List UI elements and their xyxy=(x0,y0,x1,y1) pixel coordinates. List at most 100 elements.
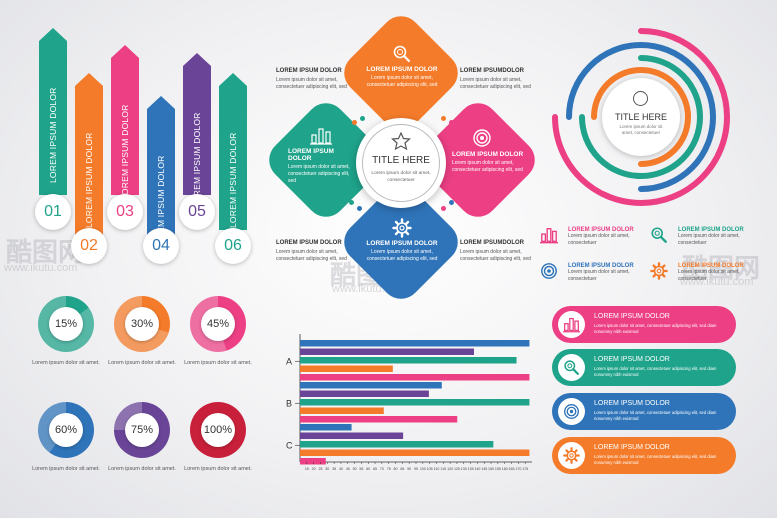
petal-top-content: LOREM IPSUM DOLOR Lorem ipsum dolor sit … xyxy=(362,44,442,89)
x-tick-label: 175 xyxy=(522,467,528,471)
bar-B-3 xyxy=(300,399,530,406)
legend-title: LOREM IPSUM DOLOR xyxy=(568,227,634,233)
x-tick-label: 160 xyxy=(502,467,508,471)
percent-caption: Lorem ipsum dolor sit amet. xyxy=(32,466,100,472)
arrow-bar-label: LOREM IPSUM DOLOR xyxy=(228,133,238,229)
petal-right-text: Lorem ipsum dolor sit amet, consectetuer… xyxy=(452,160,523,173)
pill-icon-badge xyxy=(558,442,585,469)
arrow-bar-label: LOREM IPSUM DOLOR xyxy=(156,156,166,252)
arrow-bar-05 xyxy=(183,53,211,195)
bar-chart-icon xyxy=(563,317,580,333)
step-number-03: 03 xyxy=(107,194,143,230)
percent-caption: Lorem ipsum dolor sit amet. xyxy=(108,360,176,366)
side-text-body: Lorem ipsum dolor sit amet, consectetuer… xyxy=(460,77,531,90)
petal-top-text: Lorem ipsum dolor sit amet, consectetuer… xyxy=(366,75,438,88)
pill-title: LOREM IPSUM DOLOR xyxy=(594,444,670,451)
target-icon xyxy=(564,404,579,419)
bar-C-2 xyxy=(300,432,404,439)
arc-green xyxy=(579,55,703,179)
gear-icon xyxy=(392,218,412,238)
bar-A-2 xyxy=(300,348,474,355)
side-text-title: LOREM IPSUM DOLOR xyxy=(276,240,342,246)
pill-text: Lorem ipsum dolor sit amet, consectetuer… xyxy=(594,366,717,377)
arrow-bar-label: LOREM IPSUM DOLOR xyxy=(84,133,94,229)
step-number-02: 02 xyxy=(71,228,107,264)
side-text-top-right: LOREM IPSUMDOLOR Lorem ipsum dolor sit a… xyxy=(460,68,540,91)
x-tick-label: 170 xyxy=(515,467,521,471)
percent-ring: 100% xyxy=(190,402,246,458)
petal-top-title: LOREM IPSUM DOLOR xyxy=(366,66,438,73)
side-text-body: Lorem ipsum dolor sit amet, consectetuer… xyxy=(276,77,347,90)
connector-dot xyxy=(449,200,454,205)
x-tick-label: 40 xyxy=(339,467,343,471)
x-tick-label: 65 xyxy=(373,467,377,471)
magnifier-icon xyxy=(564,360,579,375)
x-tick-label: 50 xyxy=(353,467,357,471)
step-number-04: 04 xyxy=(143,228,179,264)
x-tick-label: 75 xyxy=(387,467,391,471)
arrow-bar-label: LOREM IPSUM DOLOR xyxy=(48,88,58,184)
step-number-05: 05 xyxy=(179,194,215,230)
magnifier-icon xyxy=(651,227,667,243)
legend-title: LOREM IPSUM DOLOR xyxy=(568,263,634,269)
x-tick-label: 150 xyxy=(488,467,494,471)
petal-center-text: Lorem ipsum dolor sit amet, consectetuer xyxy=(371,171,431,183)
x-tick-label: 90 xyxy=(407,467,411,471)
side-text-bottom-left: LOREM IPSUM DOLOR Lorem ipsum dolor sit … xyxy=(276,240,356,263)
connector-dot xyxy=(360,116,365,121)
step-number-06: 06 xyxy=(215,228,251,264)
percent-label: 100% xyxy=(201,413,235,447)
side-text-bottom-right: LOREM IPSUMDOLOR Lorem ipsum dolor sit a… xyxy=(460,240,540,263)
category-label: A xyxy=(286,356,292,366)
connector-dot xyxy=(349,200,354,205)
x-tick-label: 100 xyxy=(420,467,426,471)
category-label: C xyxy=(286,440,293,450)
petal-bottom-content: LOREM IPSUM DOLOR Lorem ipsum dolor sit … xyxy=(362,218,442,263)
arrow-bar-label: LOREM IPSUM DOLOR xyxy=(192,113,202,209)
arrow-bar-03 xyxy=(111,45,139,195)
petal-right-content: LOREM IPSUM DOLOR Lorem ipsum dolor sit … xyxy=(452,128,524,174)
gear-icon xyxy=(563,447,580,464)
petal-left-title: LOREM IPSUM DOLOR xyxy=(288,148,334,162)
x-tick-label: 165 xyxy=(509,467,515,471)
target-icon xyxy=(473,129,491,147)
x-tick-label: 135 xyxy=(468,467,474,471)
side-text-body: Lorem ipsum dolor sit amet, consectetuer… xyxy=(276,249,347,262)
bar-C-3 xyxy=(300,441,494,448)
pill-bar: LOREM IPSUM DOLOR Lorem ipsum dolor sit a… xyxy=(552,393,736,430)
percent-caption: Lorem ipsum dolor sit amet. xyxy=(32,360,100,366)
x-tick-label: 70 xyxy=(380,467,384,471)
bar-B-4 xyxy=(300,407,384,414)
arcs-text: Lorem ipsum dolor sit amet, consectetuer xyxy=(619,124,663,135)
bar-C-1 xyxy=(300,424,352,431)
arcs-graphic xyxy=(552,28,730,206)
arrow-bar-04 xyxy=(147,96,175,240)
bar-B-5 xyxy=(300,416,458,423)
bar-B-2 xyxy=(300,390,429,397)
bar-B-1 xyxy=(300,382,442,389)
pill-bar: LOREM IPSUM DOLOR Lorem ipsum dolor sit a… xyxy=(552,437,736,474)
pill-title: LOREM IPSUM DOLOR xyxy=(594,356,670,363)
connector-dot xyxy=(441,116,446,121)
petal-center-title: TITLE HERE xyxy=(372,155,430,166)
connector-dot xyxy=(357,206,362,211)
x-tick-label: 115 xyxy=(440,467,446,471)
watermark-right-url: www.ikutu.com xyxy=(680,276,754,288)
percent-ring: 15% xyxy=(38,296,94,352)
arrow-bar-label: LOREM IPSUM DOLOR xyxy=(120,105,130,201)
petal-right-title: LOREM IPSUM DOLOR xyxy=(452,151,524,158)
connector-dot xyxy=(441,206,446,211)
bar-C-5 xyxy=(300,458,326,465)
x-tick-label: 35 xyxy=(332,467,336,471)
bar-A-4 xyxy=(300,365,393,372)
star-icon xyxy=(391,132,411,150)
pill-bar: LOREM IPSUM DOLOR Lorem ipsum dolor sit a… xyxy=(552,306,736,343)
side-text-title: LOREM IPSUM DOLOR xyxy=(276,68,342,74)
bar-A-5 xyxy=(300,374,530,381)
arc-pink xyxy=(552,28,730,206)
pill-icon-badge xyxy=(558,311,585,338)
arcs-center-circle: TITLE HERE Lorem ipsum dolor sit amet, c… xyxy=(602,78,680,156)
arrow-bar-01 xyxy=(39,28,67,195)
side-text-title: LOREM IPSUMDOLOR xyxy=(460,68,524,74)
side-text-body: Lorem ipsum dolor sit amet, consectetuer… xyxy=(460,249,531,262)
